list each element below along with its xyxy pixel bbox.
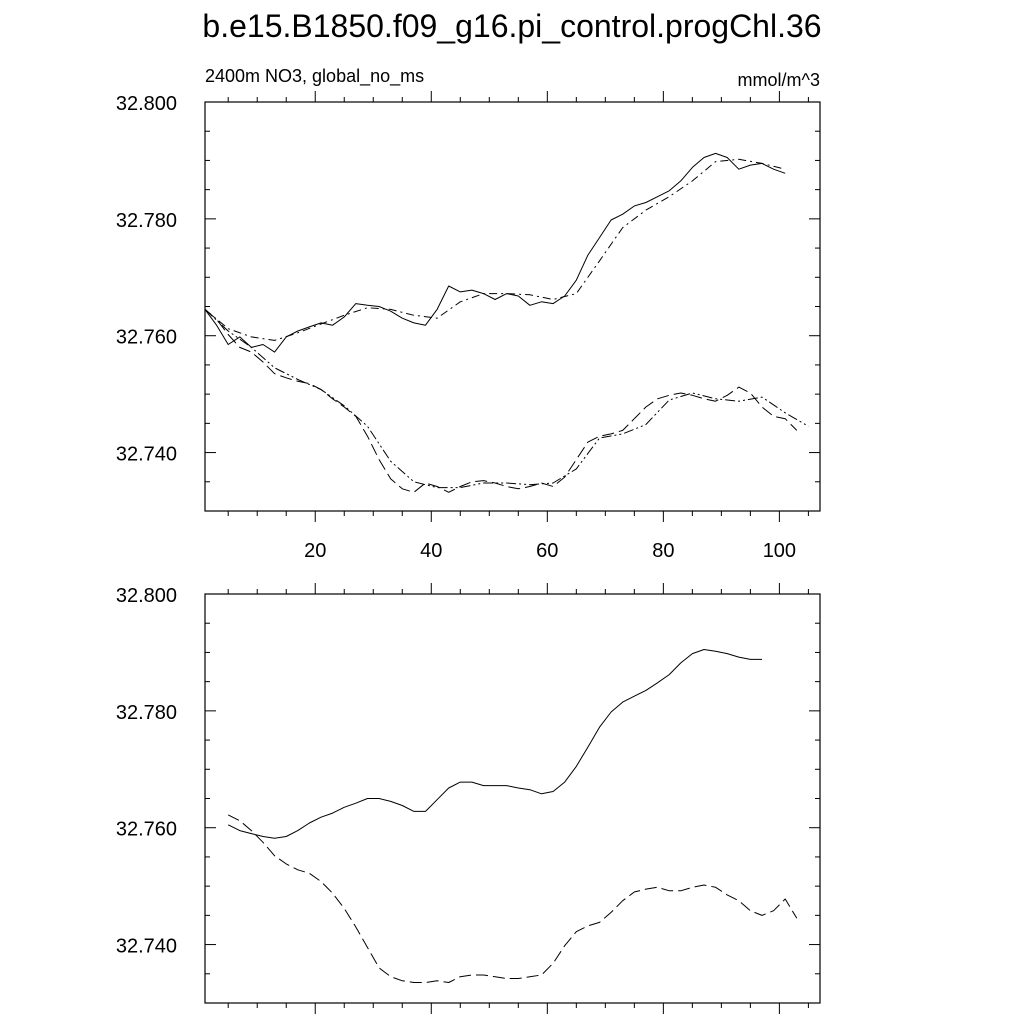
y-tick-label: 32.760 [116,327,177,349]
y-tick-label: 32.740 [116,444,177,466]
y-tick-label: 32.740 [116,936,177,958]
x-tick-label: 40 [420,540,442,562]
y-tick-label: 32.760 [116,819,177,841]
plot-frame [204,593,821,1004]
top-series-line-dash-dot-dot [204,309,809,489]
y-tick-label: 32.800 [116,93,177,115]
bottom-series-line-solid [227,649,762,839]
y-tick-label: 32.800 [116,585,177,607]
top-panel: 32.800 32.780 32.760 32.740 20 40 60 80 100 2400m… [116,66,821,562]
x-tick-label: 60 [536,540,558,562]
top-series-line-solid [204,152,786,353]
top-series-line-dash-dot [204,158,786,341]
y-tick-label: 32.780 [116,702,177,724]
top-series-line-long-dash [204,309,798,493]
bottom-series-line-long-dash [227,814,798,983]
x-tick-label: 20 [304,540,326,562]
units-label: mmol/m^3 [738,70,820,90]
y-tick-label: 32.780 [116,210,177,232]
bottom-panel: 32.800 32.780 32.760 32.740 [116,583,821,1014]
panel-left-label: 2400m NO3, global_no_ms [205,66,424,87]
page-title: b.e15.B1850.f09_g16.pi_control.progChl.3… [202,8,822,44]
plot-frame [204,101,821,512]
x-tick-label: 80 [652,540,674,562]
x-tick-label: 100 [763,540,796,562]
